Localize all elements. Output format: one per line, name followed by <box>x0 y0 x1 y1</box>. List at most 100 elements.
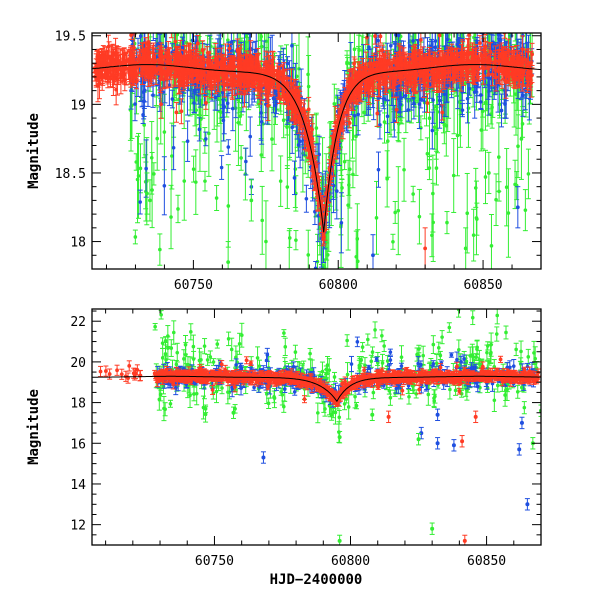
data-point <box>442 92 446 96</box>
data-point <box>282 118 286 122</box>
data-point <box>446 27 450 31</box>
data-point <box>507 17 511 21</box>
data-point <box>445 221 449 225</box>
data-point <box>456 134 460 138</box>
data-point <box>431 98 435 102</box>
data-point <box>490 106 494 110</box>
data-point <box>210 93 214 97</box>
data-point <box>215 196 219 200</box>
data-point <box>151 25 155 29</box>
data-point <box>455 26 459 30</box>
data-point <box>490 244 494 248</box>
data-point <box>306 253 310 257</box>
data-point <box>411 192 415 196</box>
data-point <box>133 13 137 17</box>
data-point <box>134 235 138 239</box>
data-point <box>270 137 274 141</box>
data-point <box>136 178 140 182</box>
data-point <box>263 23 267 27</box>
data-point <box>239 24 243 28</box>
data-point <box>266 22 270 26</box>
data-point <box>465 211 469 215</box>
data-point <box>404 94 408 98</box>
data-point <box>484 175 488 179</box>
data-point <box>239 156 243 160</box>
data-point <box>431 221 435 225</box>
data-point <box>431 129 435 133</box>
data-point <box>260 219 264 223</box>
data-point <box>517 20 521 24</box>
data-point <box>245 35 249 39</box>
data-point <box>142 99 146 103</box>
data-point <box>497 190 501 194</box>
data-point <box>288 236 292 240</box>
data-point <box>479 93 483 97</box>
data-point <box>475 216 479 220</box>
data-point <box>230 40 234 44</box>
data-point <box>474 186 478 190</box>
data-point <box>260 120 264 124</box>
data-point <box>347 183 351 187</box>
data-point <box>248 135 252 139</box>
data-point <box>353 47 357 51</box>
data-point <box>386 114 390 118</box>
data-point <box>318 345 322 349</box>
data-point <box>418 102 422 106</box>
data-point <box>192 167 196 171</box>
data-point <box>315 126 319 130</box>
data-point <box>287 271 291 275</box>
data-point <box>391 22 395 26</box>
data-point <box>293 176 297 180</box>
data-point <box>286 62 290 66</box>
data-point <box>171 97 175 101</box>
data-point <box>182 179 186 183</box>
data-point <box>138 29 142 33</box>
data-point <box>186 139 190 143</box>
data-point <box>172 146 176 150</box>
data-point <box>305 197 309 201</box>
data-point <box>297 143 301 147</box>
data-point <box>170 154 174 158</box>
data-point <box>163 184 167 188</box>
data-point <box>426 152 430 156</box>
data-point <box>264 240 268 244</box>
data-point <box>143 81 147 85</box>
data-point <box>456 39 460 43</box>
data-point <box>376 39 380 43</box>
data-point <box>198 128 202 132</box>
data-point <box>219 44 223 48</box>
data-point <box>393 211 397 215</box>
data-point <box>144 167 148 171</box>
data-point <box>155 137 159 141</box>
data-point <box>220 166 224 170</box>
data-point <box>411 39 415 43</box>
data-point <box>438 99 442 103</box>
data-point <box>379 34 383 38</box>
data-point <box>165 28 169 32</box>
data-point <box>389 44 393 48</box>
data-point <box>428 166 432 170</box>
data-point <box>306 73 310 77</box>
data-point <box>258 20 262 24</box>
data-point <box>307 85 311 89</box>
data-point <box>346 203 350 207</box>
data-point <box>294 238 298 242</box>
data-point <box>472 233 476 237</box>
data-point <box>356 260 360 264</box>
data-point <box>420 9 424 13</box>
data-point <box>259 7 263 11</box>
data-point <box>226 101 230 105</box>
data-point <box>486 24 490 28</box>
data-point <box>150 188 154 192</box>
data-point <box>259 153 263 157</box>
data-point <box>158 248 162 252</box>
data-point <box>497 155 501 159</box>
data-point <box>434 39 438 43</box>
data-point <box>418 215 422 219</box>
data-point <box>441 16 445 20</box>
data-point <box>507 211 511 215</box>
data-point <box>151 93 155 97</box>
data-point <box>203 179 207 183</box>
data-point <box>163 130 167 134</box>
